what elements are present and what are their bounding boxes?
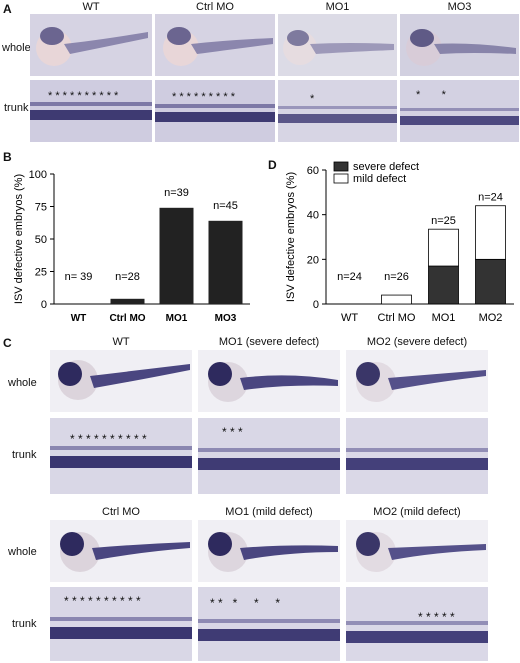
bar-n-label: n= 39	[65, 271, 93, 283]
panel-c-bottom-row-trunk: trunk	[12, 618, 37, 630]
x-tick-label: MO1	[166, 313, 188, 324]
panel-a-whole-image-mo3	[400, 14, 519, 76]
y-axis-label: ISV defective embryos (%)	[13, 174, 25, 304]
panel-c-bottom-whole-image-3	[346, 520, 488, 582]
bar-n-label: n=24	[337, 271, 362, 283]
y-tick-label: 25	[35, 267, 47, 279]
panel-c-bottom-trunk-image-3	[346, 587, 488, 661]
panel-c-bottom-trunk-image-1	[50, 587, 192, 661]
bar-n-label: n=24	[478, 192, 503, 204]
y-tick-label: 40	[307, 210, 319, 222]
panel-c-top-row-trunk: trunk	[12, 449, 37, 461]
y-tick-label: 60	[307, 165, 319, 177]
panel-c-bottom-whole-image-1	[50, 520, 192, 582]
panel-c-top-trunk-image-2	[198, 418, 340, 494]
x-tick-label: WT	[341, 312, 358, 324]
panel-a-col-ctrl: Ctrl MO	[196, 1, 234, 13]
panel-c-top-asterisks-1: * * * * * * * * * *	[70, 432, 147, 446]
x-tick-label: Ctrl MO	[378, 312, 416, 324]
bar-mo1	[159, 207, 194, 304]
y-tick-label: 0	[313, 299, 319, 311]
y-tick-label: 0	[41, 299, 47, 311]
panel-b-letter: B	[3, 150, 12, 164]
panel-a-whole-image-ctrl	[155, 14, 275, 76]
panel-c-top-row-whole: whole	[8, 377, 37, 389]
panel-d-chart: 0 20 40 60 ISV defective embryos (%) severe d…	[285, 161, 514, 324]
panel-a-trunk-image-mo1	[278, 80, 397, 142]
legend-swatch-mild-defect	[333, 173, 349, 184]
panel-a-whole-image-mo1	[278, 14, 397, 76]
x-tick-label: MO3	[215, 313, 237, 324]
panel-d-letter: D	[268, 158, 277, 172]
legend-label-severe-defect: severe defect	[353, 161, 419, 173]
panel-c-bottom-trunk-image-2	[198, 587, 340, 661]
panel-c-top-whole-image-1	[50, 350, 192, 412]
bar-segment-severe-defect	[428, 265, 459, 305]
panel-c-top-whole-image-2	[198, 350, 340, 412]
panel-a-whole-image-wt	[30, 14, 152, 76]
panel-c-bottom-whole-image-2	[198, 520, 340, 582]
panel-c-bottom-col-3: MO2 (mild defect)	[373, 506, 461, 518]
panel-c-top-trunk-image-1	[50, 418, 192, 494]
panel-c-bottom-row-whole: whole	[8, 546, 37, 558]
y-tick-label: 50	[35, 234, 47, 246]
panel-a-row-whole: whole	[2, 42, 31, 54]
bar-segment-mild-defect	[475, 205, 506, 260]
panel-c-bottom-asterisks-2: * * * * *	[210, 596, 281, 610]
panel-c-top-trunk-image-3	[346, 418, 488, 494]
panel-c-bottom-col-2: MO1 (mild defect)	[225, 506, 313, 518]
panel-a-trunk-asterisks-ctrl: * * * * * * * * *	[172, 91, 235, 103]
panel-a-trunk-image-wt	[30, 80, 152, 142]
x-tick-label: WT	[71, 313, 87, 324]
x-tick-label: MO2	[479, 312, 503, 324]
y-axis-label: ISV defective embryos (%)	[285, 172, 297, 302]
panel-a-col-wt: WT	[82, 1, 100, 13]
bar-n-label: n=39	[164, 187, 189, 199]
y-tick-label: 75	[35, 202, 47, 214]
panel-a-trunk-asterisks-mo3: * *	[416, 89, 446, 101]
panel-a-trunk-asterisks-mo1: *	[310, 93, 315, 105]
x-tick-label: Ctrl MO	[109, 313, 145, 324]
panel-c-bottom-asterisks-1: * * * * * * * * * *	[64, 594, 141, 608]
panel-a-col-mo3: MO3	[447, 1, 472, 13]
bar-segment-mild-defect	[428, 228, 459, 267]
panel-b-chart: 0 25 50 75 100 ISV defective embryos (%) WT n= …	[13, 169, 250, 324]
x-tick-label: MO1	[432, 312, 456, 324]
panel-a-col-mo1: MO1	[325, 1, 350, 13]
bar-n-label: n=28	[115, 271, 140, 283]
panel-c-letter: C	[3, 336, 12, 350]
bar-n-label: n=25	[431, 215, 456, 227]
bar-mo3	[208, 220, 243, 304]
panel-c-top-col-2: MO1 (severe defect)	[218, 336, 320, 348]
legend-label-mild-defect: mild defect	[353, 173, 406, 185]
panel-c-top-col-3: MO2 (severe defect)	[366, 336, 468, 348]
bar-segment-severe-defect	[475, 258, 506, 305]
panel-a-row-trunk: trunk	[4, 102, 29, 114]
panel-c-bottom-col-1: Ctrl MO	[102, 506, 140, 518]
panel-a-letter: A	[3, 2, 12, 16]
panel-c-top-whole-image-3	[346, 350, 488, 412]
bar-n-label: n=26	[384, 271, 409, 283]
bar-segment-mild-defect	[381, 294, 412, 305]
panel-c-bottom-asterisks-3: * * * * *	[418, 610, 455, 624]
y-tick-label: 100	[29, 169, 47, 181]
y-tick-label: 20	[307, 254, 319, 266]
panel-a-trunk-asterisks-wt: * * * * * * * * * *	[48, 90, 119, 102]
bar-n-label: n=45	[213, 200, 238, 212]
panel-c-top-col-1: WT	[112, 336, 130, 348]
legend-swatch-severe-defect	[333, 161, 349, 172]
panel-a-trunk-image-ctrl	[155, 80, 275, 142]
panel-a-trunk-image-mo3	[400, 80, 519, 142]
panel-c-top-asterisks-2: * * *	[222, 425, 243, 439]
bar-ctrl-mo	[110, 298, 145, 304]
